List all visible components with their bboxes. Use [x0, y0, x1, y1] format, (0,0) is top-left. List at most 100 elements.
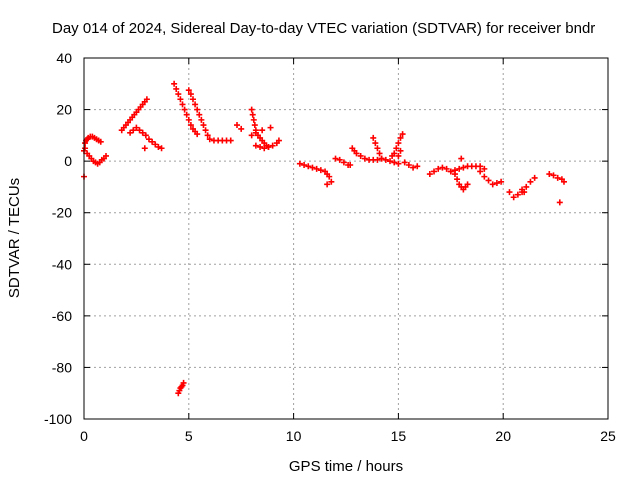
data-point: [180, 379, 187, 386]
data-point: [372, 140, 379, 147]
data-point: [196, 111, 203, 118]
y-tick-label: 20: [56, 102, 72, 118]
data-point: [391, 150, 398, 157]
data-point: [265, 143, 272, 150]
data-point: [336, 156, 343, 163]
data-point: [391, 159, 398, 166]
data-point: [382, 156, 389, 163]
data-point: [460, 164, 467, 171]
data-point: [395, 160, 402, 167]
data-point: [142, 132, 149, 139]
data-point: [521, 189, 528, 196]
data-point: [185, 87, 192, 94]
x-tick-label: 0: [80, 428, 88, 444]
data-point: [187, 91, 194, 98]
data-point: [451, 167, 458, 174]
data-point: [252, 129, 259, 136]
data-point: [149, 138, 156, 145]
chart-title: Day 014 of 2024, Sidereal Day-to-day VTE…: [52, 20, 595, 37]
data-point: [376, 150, 383, 157]
data-point: [324, 181, 331, 188]
data-point: [158, 145, 165, 152]
data-point: [361, 155, 368, 162]
x-tick-label: 10: [286, 428, 302, 444]
data-point: [395, 152, 402, 159]
data-point: [192, 101, 199, 108]
data-point: [410, 164, 417, 171]
grid-lines: [84, 58, 608, 419]
data-point: [560, 178, 567, 185]
data-point: [202, 127, 209, 134]
data-point: [493, 180, 500, 187]
data-point: [370, 134, 377, 141]
x-tick-label: 25: [600, 428, 616, 444]
data-point: [296, 160, 303, 167]
data-point: [326, 173, 333, 180]
data-point: [401, 159, 408, 166]
data-point: [435, 165, 442, 172]
data-point: [133, 124, 140, 131]
data-point: [531, 174, 538, 181]
y-tick-label: 40: [56, 50, 72, 66]
data-point: [477, 163, 484, 170]
data-point: [458, 155, 465, 162]
data-point: [514, 191, 521, 198]
data-point: [97, 138, 104, 145]
data-point: [177, 96, 184, 103]
data-point: [527, 178, 534, 185]
data-point: [136, 127, 143, 134]
data-point: [143, 96, 150, 103]
data-point: [481, 173, 488, 180]
data-point: [485, 177, 492, 184]
y-axis-label: SDTVAR / TECUs: [6, 178, 23, 298]
data-point: [305, 163, 312, 170]
data-point: [189, 96, 196, 103]
data-point: [328, 178, 335, 185]
data-point: [347, 162, 354, 169]
data-point: [155, 143, 162, 150]
data-point: [556, 199, 563, 206]
data-point: [145, 136, 152, 143]
axis-ticks: 0 5 10 15 20 25 40 20 0 -20 -40 -60 -80 -100: [44, 50, 616, 444]
data-point: [454, 176, 461, 183]
data-point: [387, 158, 394, 165]
data-point: [414, 163, 421, 170]
data-points: [81, 80, 567, 397]
data-point: [187, 122, 194, 129]
data-point: [194, 131, 201, 138]
y-tick-label: -100: [44, 411, 72, 427]
data-point: [374, 145, 381, 152]
data-point: [257, 143, 264, 150]
data-point: [481, 165, 488, 172]
data-point: [173, 85, 180, 92]
data-point: [269, 142, 276, 149]
data-point: [200, 122, 207, 129]
data-point: [397, 134, 404, 141]
data-point: [234, 122, 241, 129]
data-point: [248, 132, 255, 139]
data-point: [378, 155, 385, 162]
data-point: [489, 181, 496, 188]
data-point: [313, 165, 320, 172]
data-point: [523, 183, 530, 190]
data-point: [546, 171, 553, 178]
data-point: [309, 164, 316, 171]
data-point: [357, 152, 364, 159]
data-point: [141, 145, 148, 152]
data-point: [353, 150, 360, 157]
data-point: [181, 106, 188, 113]
y-tick-label: -80: [52, 359, 72, 375]
data-point: [301, 162, 308, 169]
plot-frame: [83, 57, 609, 420]
data-point: [130, 127, 137, 134]
data-point: [397, 147, 404, 154]
data-point: [183, 111, 190, 118]
x-tick-label: 5: [185, 428, 193, 444]
y-tick-label: -40: [52, 256, 72, 272]
data-point: [405, 162, 412, 169]
data-point: [317, 167, 324, 174]
data-point: [261, 145, 268, 152]
data-point: [431, 168, 438, 175]
data-point: [238, 125, 245, 132]
data-point: [103, 152, 110, 159]
